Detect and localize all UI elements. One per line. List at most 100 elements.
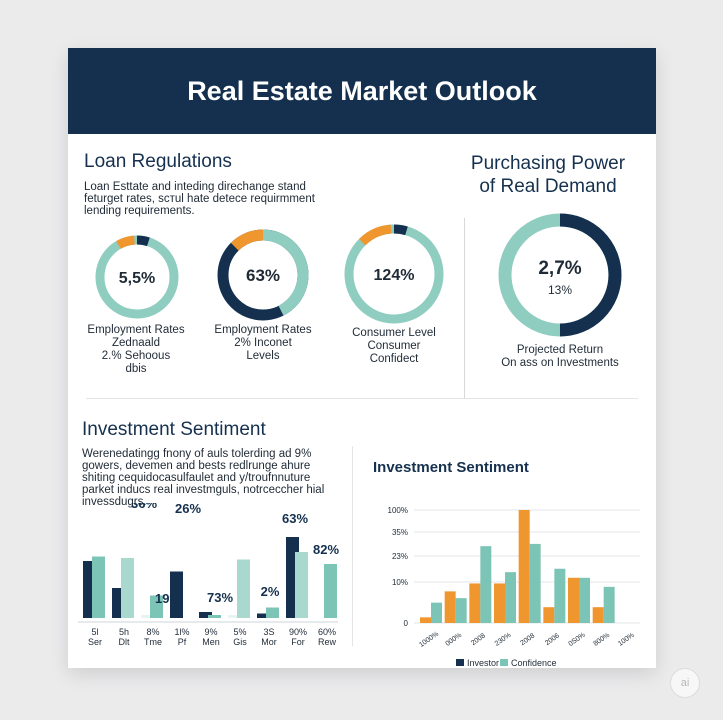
data-label: 33%	[232, 503, 258, 505]
bar	[295, 552, 308, 618]
x-tick-label: 2006	[544, 632, 561, 647]
investor-bar	[444, 591, 456, 623]
bar	[208, 615, 221, 618]
confidence-bar	[579, 577, 590, 623]
title-line: Purchasing Power	[470, 153, 626, 174]
donut-segment-orange	[359, 224, 392, 246]
caption-line: Zednaald	[112, 337, 160, 349]
x-tick-label: 3S	[263, 627, 274, 637]
x-tick-label: 230%	[494, 632, 513, 648]
bar	[141, 615, 154, 618]
donut-caption: Consumer Level Consumer Confidect	[324, 327, 464, 366]
x-tick-label: 5h	[119, 627, 129, 637]
x-tick-label: 5l	[91, 627, 98, 637]
data-label: 36%	[131, 503, 157, 511]
investor-bar	[420, 617, 431, 623]
bar	[199, 612, 212, 618]
page-title: Real Estate Market Outlook	[187, 76, 537, 106]
x-tick-label: 100%	[617, 632, 636, 648]
bar	[257, 613, 270, 618]
donut-value: 5,5%	[119, 270, 155, 287]
caption-line: On ass on Investments	[501, 357, 619, 369]
legend-label: Confidence	[511, 658, 557, 668]
legend-label: Investor	[467, 658, 499, 668]
investment-sentiment-text: Werenedatingg fnony of auls tolerding ad…	[82, 448, 357, 508]
caption-line: Consumer Level	[352, 327, 436, 339]
x-tick-label: 2008	[519, 632, 536, 647]
confidence-bar	[603, 586, 615, 623]
right-chart-title: Investment Sentiment	[373, 459, 529, 476]
x-tick-label: Mor	[261, 637, 277, 647]
investor-bar	[568, 577, 579, 623]
donut-caption: Employment Rates Zednaald 2.% Sehoous db…	[66, 324, 206, 376]
donut-segment-navy	[393, 224, 408, 236]
investor-bar	[518, 510, 530, 623]
confidence-bar	[455, 598, 467, 623]
x-tick-label: 2008	[470, 632, 487, 647]
y-tick-label: 100%	[388, 506, 408, 515]
y-tick-label: 23%	[392, 552, 408, 561]
legend-swatch	[456, 659, 464, 666]
confidence-bar	[529, 543, 541, 623]
x-tick-label: 000%	[444, 632, 463, 648]
title-line: of Real Demand	[479, 176, 617, 197]
right-bar-chart: 100% 35% 23% 10% 0 1000% 000% 2008 230% 2008 2006 0…	[388, 506, 640, 668]
investor-bar	[592, 607, 604, 623]
x-tick-label: 8%	[146, 627, 159, 637]
text-line: parket inducs real investmguls, notrcecc…	[82, 484, 325, 496]
bar	[324, 564, 337, 618]
data-label: 73%	[207, 590, 233, 605]
x-tick-label: 9%	[204, 627, 217, 637]
x-tick-label: 1000%	[418, 631, 440, 649]
x-tick-label: For	[291, 637, 305, 647]
confidence-bar	[554, 568, 566, 623]
y-tick-label: 10%	[392, 578, 408, 587]
caption-line: dbis	[125, 363, 147, 375]
ai-badge-icon: ai	[670, 668, 700, 698]
investment-sentiment-title: Investment Sentiment	[82, 419, 266, 440]
donut-caption: Employment Rates 2% Inconet Levels	[193, 324, 333, 363]
header-banner: Real Estate Market Outlook	[68, 48, 656, 134]
x-tick-label: 1l%	[174, 627, 189, 637]
legend-swatch	[500, 659, 508, 666]
donut-value: 63%	[246, 266, 280, 285]
caption-line: Employment Rates	[214, 324, 312, 336]
caption-line: 2% Inconet	[234, 337, 292, 349]
donut-segment-orange	[116, 235, 135, 250]
caption-line: Projected Return	[516, 344, 604, 356]
investor-bar	[469, 583, 481, 623]
text-line: gowers, devemen and bests redlrunge ahur…	[82, 460, 311, 472]
text-line: Werenedatingg fnony of auls tolerding ad…	[82, 448, 312, 460]
confidence-bar	[505, 572, 516, 623]
section-divider	[352, 446, 353, 646]
employment-rate-donut: 5,5%	[95, 235, 179, 319]
loan-text-line: lending requirements.	[84, 205, 195, 217]
investor-bar	[543, 607, 555, 623]
donut-segment-navy	[559, 213, 622, 337]
bar	[228, 615, 241, 618]
infographic-card: Real Estate Market Outlook Loan Regulati…	[66, 48, 700, 698]
x-tick-label: Gis	[233, 637, 247, 647]
x-tick-label: 90%	[289, 627, 307, 637]
data-label: 82%	[313, 542, 339, 557]
x-tick-label: Men	[202, 637, 220, 647]
data-label: 26%	[175, 503, 201, 516]
bar	[150, 595, 163, 618]
caption-line: Employment Rates	[87, 324, 185, 336]
x-tick-label: Dlt	[119, 637, 130, 647]
consumer-confidence-donut: 124%	[344, 224, 444, 324]
section-divider	[86, 398, 638, 399]
x-tick-label: 5%	[233, 627, 246, 637]
x-tick-label: Rew	[318, 637, 337, 647]
loan-text-line: Loan Esttate and inteding direchange sta…	[84, 181, 306, 193]
donut-sub-value: 13%	[548, 283, 572, 297]
section-divider	[464, 218, 465, 398]
loan-regulations-text: Loan Esttate and inteding direchange sta…	[84, 181, 414, 217]
text-line: invessdugrs.	[82, 496, 147, 508]
donut-value: 2,7%	[538, 258, 581, 279]
y-tick-label: 0	[404, 619, 409, 628]
income-levels-donut: 63%	[217, 229, 309, 321]
caption-line: Confidect	[369, 353, 419, 365]
confidence-bar	[431, 602, 442, 623]
